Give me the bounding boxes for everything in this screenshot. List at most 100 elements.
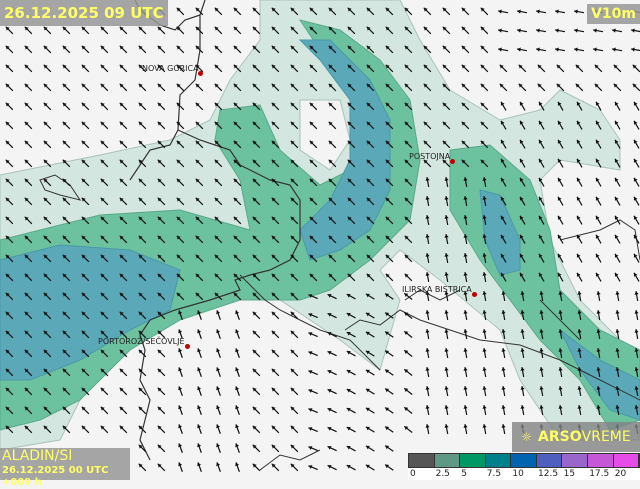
wind-arrow — [157, 45, 166, 54]
wind-arrow — [385, 26, 394, 35]
legend-label: 7.5 — [486, 469, 502, 479]
wind-arrow — [577, 309, 582, 321]
wind-arrow — [500, 215, 507, 225]
wind-arrow — [403, 311, 413, 319]
city-marker-ilirska-bistrica — [472, 292, 477, 297]
wind-arrow — [271, 7, 280, 16]
wind-arrow — [573, 28, 585, 33]
wind-arrow — [271, 273, 280, 282]
wind-arrow — [480, 26, 489, 35]
wind-arrow — [425, 385, 430, 397]
wind-arrow — [271, 292, 280, 301]
wind-arrow — [614, 253, 621, 263]
wind-arrow — [138, 292, 147, 301]
wind-band-blue-central — [298, 39, 391, 261]
wind-arrow — [554, 9, 566, 14]
wind-arrow — [614, 139, 621, 149]
wind-arrow — [501, 328, 506, 340]
wind-arrow — [539, 347, 544, 359]
wind-arrow — [62, 330, 71, 339]
wind-arrow — [43, 235, 52, 244]
wind-arrow — [630, 47, 640, 52]
wind-arrow — [233, 140, 242, 149]
wind-arrow — [252, 102, 261, 111]
wind-arrow — [24, 26, 33, 35]
wind-arrow — [290, 178, 299, 187]
wind-arrow — [62, 102, 71, 111]
wind-arrow — [100, 406, 109, 415]
wind-arrow — [556, 83, 565, 92]
wind-arrow — [596, 328, 601, 340]
wind-arrow — [309, 121, 318, 130]
wind-arrow — [271, 425, 280, 434]
wind-arrow — [119, 235, 128, 244]
wind-arrow — [216, 424, 221, 434]
wind-arrow — [157, 235, 166, 244]
wind-arrow — [176, 235, 185, 244]
wind-arrow — [404, 178, 413, 187]
wind-arrow — [480, 7, 489, 16]
wind-arrow — [100, 121, 109, 130]
wind-arrow — [81, 178, 90, 187]
wind-arrow — [480, 45, 489, 54]
wind-arrow — [24, 330, 33, 339]
wind-arrow — [252, 330, 261, 339]
wind-arrow — [366, 83, 375, 92]
wind-arrow — [119, 121, 128, 130]
wind-arrow — [43, 64, 52, 73]
wind-arrow — [347, 64, 356, 73]
wind-arrow — [176, 273, 185, 282]
wind-arrow — [347, 140, 356, 149]
wind-arrow — [308, 313, 318, 319]
wind-arrow — [271, 178, 280, 187]
wind-arrow — [43, 159, 52, 168]
wind-arrow — [328, 121, 337, 130]
wind-arrow — [157, 292, 166, 301]
wind-arrow — [575, 64, 584, 73]
wind-arrow — [252, 425, 261, 434]
wind-arrow — [100, 311, 109, 320]
wind-arrow — [577, 366, 582, 378]
wind-arrow — [365, 331, 375, 338]
wind-arrow — [385, 121, 394, 130]
wind-arrow — [535, 9, 547, 14]
wind-arrow — [62, 178, 71, 187]
legend-bar — [408, 453, 640, 468]
wind-arrow — [537, 64, 546, 73]
wind-arrow — [233, 102, 242, 111]
wind-arrow — [482, 309, 487, 321]
wind-arrow — [62, 216, 71, 225]
wind-arrow — [216, 462, 221, 472]
wind-arrow — [501, 366, 506, 378]
wind-arrow — [501, 385, 506, 397]
wind-arrow — [214, 7, 223, 16]
wind-arrow — [119, 26, 128, 35]
wind-arrow — [271, 197, 280, 206]
legend-label: 10 — [512, 469, 524, 479]
wind-arrow — [499, 83, 508, 92]
wind-arrow — [577, 290, 582, 302]
wind-arrow — [290, 7, 299, 16]
wind-arrow — [576, 158, 583, 168]
wind-arrow — [290, 406, 299, 415]
wind-arrow — [463, 176, 468, 188]
wind-arrow — [100, 197, 109, 206]
wind-arrow — [43, 387, 52, 396]
wind-arrow — [252, 292, 261, 301]
wind-arrow — [5, 330, 14, 339]
wind-arrow — [308, 389, 318, 395]
wind-arrow — [385, 102, 394, 111]
parameter-label: V10m — [587, 4, 640, 24]
wind-arrow — [365, 464, 375, 471]
legend-swatch — [511, 454, 537, 467]
wind-arrow — [577, 347, 582, 359]
wind-arrow — [195, 102, 204, 111]
wind-arrow — [81, 216, 90, 225]
wind-arrow — [43, 26, 52, 35]
wind-arrow — [290, 102, 299, 111]
wind-arrow — [576, 177, 583, 187]
wind-arrow — [346, 426, 356, 433]
wind-arrow — [403, 349, 413, 357]
wind-arrow — [62, 387, 71, 396]
wind-arrow — [197, 405, 202, 415]
